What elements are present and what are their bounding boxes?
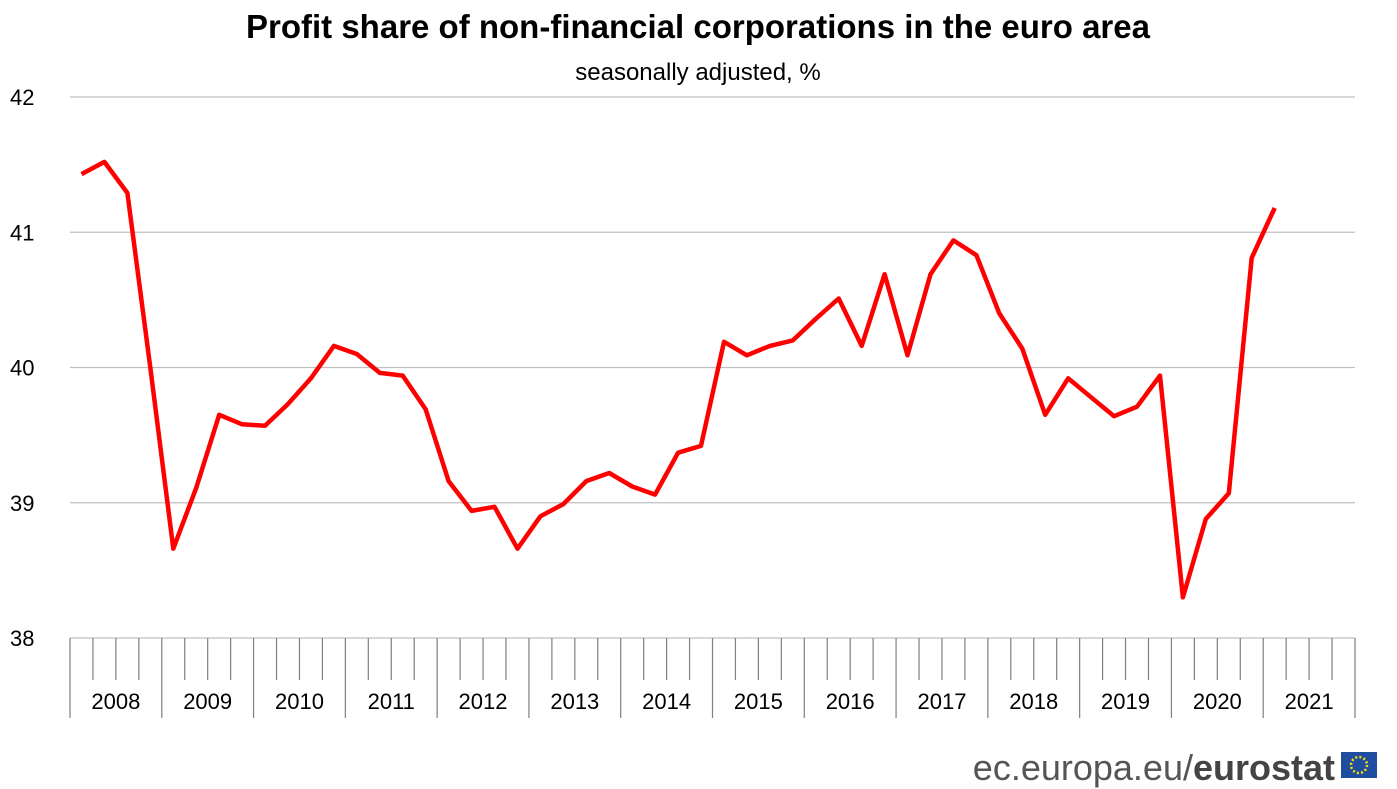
chart-title: Profit share of non-financial corporatio… bbox=[246, 8, 1151, 45]
y-tick-label: 41 bbox=[10, 220, 34, 245]
data-line bbox=[80, 159, 1277, 600]
source-site: ec.europa.eu/ bbox=[973, 747, 1193, 788]
x-group-label: 2017 bbox=[917, 689, 966, 714]
y-tick-label: 40 bbox=[10, 356, 34, 381]
x-group-label: 2018 bbox=[1009, 689, 1058, 714]
chart-subtitle: seasonally adjusted, % bbox=[575, 59, 820, 86]
x-group-label: 2016 bbox=[826, 689, 875, 714]
x-group-label: 2019 bbox=[1101, 689, 1150, 714]
x-group-label: 2011 bbox=[368, 689, 415, 714]
x-group-label: 2009 bbox=[183, 689, 232, 714]
source: ec.europa.eu/eurostat bbox=[973, 747, 1335, 788]
x-group-label: 2014 bbox=[642, 689, 691, 714]
x-group-label: 2020 bbox=[1193, 689, 1242, 714]
x-group-label: 2010 bbox=[275, 689, 324, 714]
x-group-label: 2013 bbox=[550, 689, 599, 714]
x-group-label: 2008 bbox=[91, 689, 140, 714]
footer: ec.europa.eu/eurostat bbox=[973, 747, 1377, 788]
source-brand: eurostat bbox=[1193, 747, 1335, 788]
y-tick-label: 42 bbox=[10, 85, 34, 110]
x-group-label: 2012 bbox=[459, 689, 508, 714]
y-tick-label: 38 bbox=[10, 626, 34, 651]
eu-stars bbox=[1349, 755, 1369, 775]
eu-flag bbox=[1341, 752, 1377, 778]
x-group-label: 2021 bbox=[1285, 689, 1334, 714]
x-group-label: 2015 bbox=[734, 689, 783, 714]
y-tick-label: 39 bbox=[10, 491, 34, 516]
